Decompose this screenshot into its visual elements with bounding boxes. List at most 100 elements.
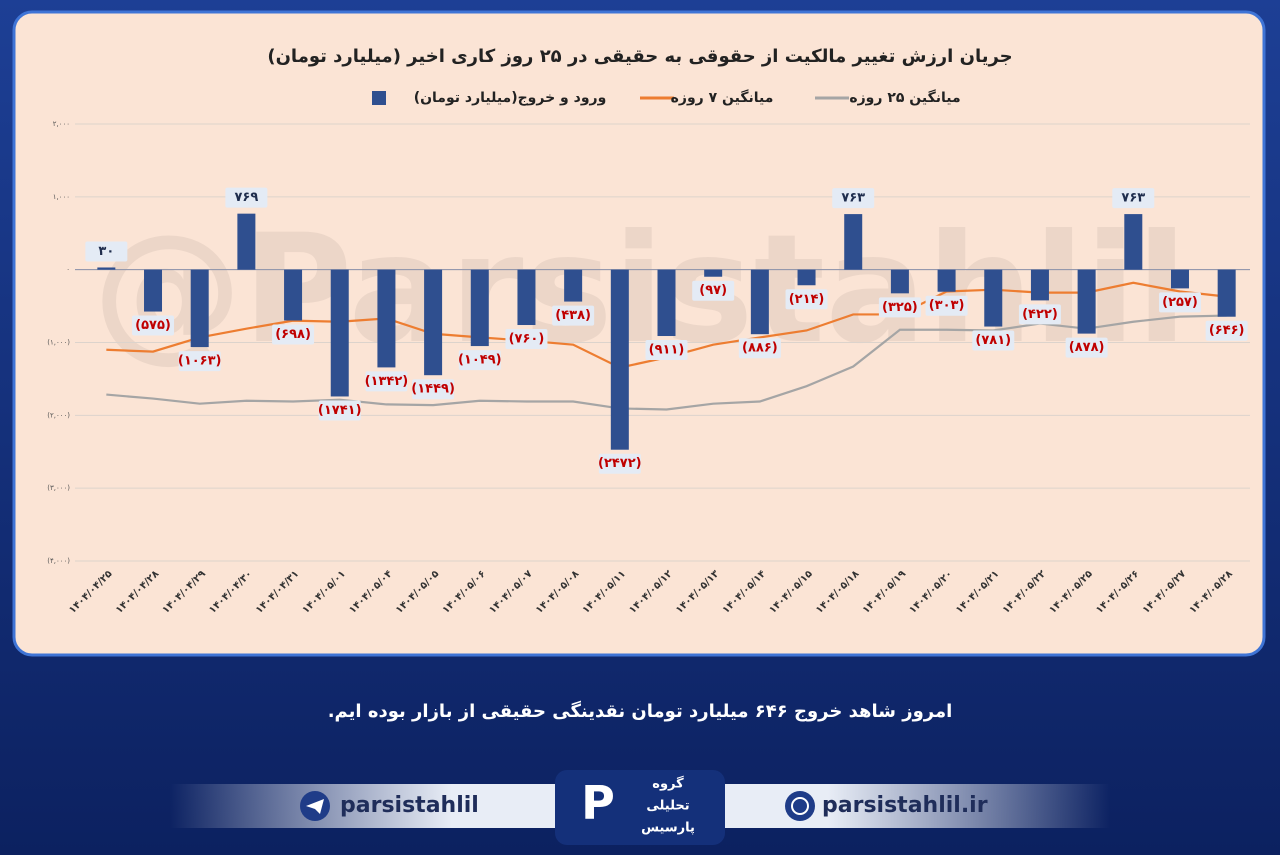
bar	[97, 267, 116, 270]
value-label-text: (۸۸۶)	[742, 341, 778, 356]
value-label: ۷۶۳	[1112, 188, 1155, 209]
value-label: (۱۰۴۹)	[458, 350, 502, 371]
plot: ۲,۰۰۰ ۱,۰۰۰ ۰ (۱,۰۰۰) (۲,۰۰۰) (۳,۰۰۰) (۴,۰۰۰) و…	[47, 89, 1250, 616]
value-label-text: (۲۵۷)	[1162, 295, 1198, 310]
value-label-box	[1112, 188, 1155, 209]
value-label-text: ۷۶۳	[841, 191, 865, 206]
value-label: (۸۸۶)	[738, 338, 781, 359]
value-label: (۱۰۶۳)	[178, 351, 222, 372]
value-label-box	[505, 329, 548, 350]
bar	[844, 214, 863, 270]
globe-glyph	[791, 797, 809, 815]
website: parsistahlil.ir	[822, 793, 988, 818]
value-label-box	[972, 330, 1015, 351]
bar	[564, 269, 583, 302]
y-tick-label: ۲,۰۰۰	[53, 120, 70, 128]
value-label-text: (۴۳۸)	[555, 308, 591, 323]
bar	[750, 269, 769, 335]
y-tick-label: ۰	[66, 266, 70, 274]
value-label-text: (۹۱۱)	[649, 343, 685, 358]
legend-label: میانگین ۷ روزه	[671, 89, 774, 106]
value-label-box	[692, 280, 735, 301]
bar	[517, 269, 536, 326]
legend-label: میانگین ۲۵ روزه	[849, 89, 960, 106]
logo-mark: P	[581, 776, 615, 830]
bar	[610, 269, 629, 450]
value-label-box	[1065, 337, 1108, 358]
bar	[1030, 269, 1049, 301]
value-label-text: (۳۲۵)	[882, 300, 918, 315]
value-label-box	[272, 324, 315, 345]
y-tick-label: ۱,۰۰۰	[53, 193, 70, 201]
value-label: (۶۴۶)	[1205, 320, 1248, 341]
value-label: (۹۱۱)	[645, 340, 688, 361]
value-label: ۷۶۹	[225, 187, 268, 208]
value-label-text: (۱۰۶۳)	[178, 354, 222, 369]
value-label: (۹۷)	[692, 280, 735, 301]
value-label-box	[598, 453, 641, 474]
value-label-text: (۱۷۴۱)	[318, 403, 362, 418]
logo-text: گروه	[652, 776, 684, 792]
telegram-glyph	[306, 799, 324, 814]
y-tick-label: (۴,۰۰۰)	[47, 557, 70, 565]
value-label: (۱۴۴۹)	[411, 379, 455, 400]
value-label-box	[1205, 320, 1248, 341]
value-label-text: (۹۷)	[699, 283, 727, 298]
value-label-text: (۶۴۶)	[1209, 323, 1245, 338]
value-label-box	[178, 351, 221, 372]
value-label-text: ۷۶۹	[234, 190, 258, 205]
y-tick-label: (۱,۰۰۰)	[47, 339, 70, 347]
legend-swatch	[372, 91, 386, 105]
value-label: (۱۷۴۱)	[318, 400, 362, 421]
y-tick-label: (۳,۰۰۰)	[47, 484, 70, 492]
value-label-text: ۳۰	[98, 244, 114, 259]
bar	[657, 269, 676, 337]
value-label-text: ۷۶۳	[1121, 191, 1145, 206]
bar	[190, 269, 209, 348]
value-label: (۳۲۵)	[878, 297, 921, 318]
logo-box	[555, 770, 725, 845]
value-label-box	[318, 400, 361, 421]
value-label-box	[925, 295, 968, 316]
value-label: (۵۷۵)	[132, 315, 175, 336]
value-label: (۸۷۸)	[1065, 337, 1108, 358]
web-icon	[785, 791, 815, 821]
bar	[890, 269, 909, 294]
bar	[424, 269, 443, 376]
logo-text: تحلیلی	[646, 799, 689, 814]
value-label: (۶۹۸)	[272, 324, 315, 345]
bar	[1217, 269, 1236, 317]
bar	[1077, 269, 1096, 334]
value-label-text: (۵۷۵)	[135, 318, 171, 333]
logo-text: پارسیس	[641, 821, 695, 836]
value-label-text: (۶۹۸)	[275, 327, 311, 342]
bar	[797, 269, 816, 286]
value-label-text: (۱۳۴۲)	[365, 374, 409, 389]
bar	[144, 269, 163, 312]
value-label: (۷۸۱)	[972, 330, 1015, 351]
value-label: (۷۶۰)	[505, 329, 548, 350]
value-label-box	[552, 305, 595, 326]
value-label-text: (۸۷۸)	[1069, 340, 1105, 355]
value-label: (۱۳۴۲)	[365, 371, 409, 392]
value-label-box	[878, 297, 921, 318]
value-label: ۳۰	[85, 241, 128, 262]
bar	[984, 269, 1003, 327]
value-label-text: (۱۴۴۹)	[411, 382, 455, 397]
value-label: (۲۱۴)	[785, 289, 828, 310]
value-label-box	[225, 187, 268, 208]
value-label-box	[832, 188, 875, 209]
value-label: (۲۵۷)	[1158, 292, 1201, 313]
telegram-handle: parsistahlil	[340, 793, 479, 818]
value-label: (۳۰۳)	[925, 295, 968, 316]
value-label-text: (۲۴۷۲)	[598, 456, 642, 471]
value-label-box	[132, 315, 175, 336]
watermark: @Parsistahlil	[92, 203, 1187, 377]
value-label-text: (۷۶۰)	[509, 332, 545, 347]
bar	[284, 269, 303, 321]
chart-title: جریان ارزش تغییر مالکیت از حقوقی به حقیق…	[267, 46, 1012, 67]
chart-panel	[12, 10, 1266, 657]
value-label-text: (۲۱۴)	[789, 292, 825, 307]
value-label-box	[458, 350, 501, 371]
